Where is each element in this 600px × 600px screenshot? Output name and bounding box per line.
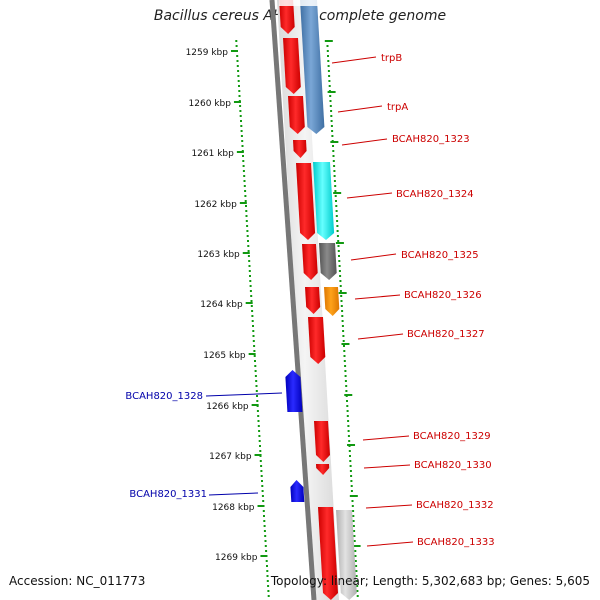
gene-label-leader [362, 435, 410, 441]
genome-backbone [269, 0, 317, 600]
gene-label-leader [357, 333, 404, 340]
scale-tick-label: 1260 kbp [189, 99, 232, 109]
gene-BCAH820_1327-arrow [305, 287, 321, 314]
gene-label-leader [350, 253, 397, 261]
gene-label-leader [337, 105, 383, 113]
gene-label-trpA: trpA [387, 102, 408, 113]
gene-trpA-arrow [283, 38, 301, 94]
scale-tick-label: 1261 kbp [191, 149, 234, 159]
gene-label-BCAH820_1332: BCAH820_1332 [416, 500, 494, 511]
scale-tick-label: 1267 kbp [209, 452, 252, 462]
gene-label-BCAH820_1324: BCAH820_1324 [396, 189, 474, 200]
gene-label-leader [365, 504, 413, 509]
gene-label-leader [346, 192, 393, 199]
feature-orange-block [324, 287, 340, 316]
gene-label-leader [354, 294, 401, 300]
gene-BCAH820_1323-arrow [288, 96, 305, 134]
gene-label-BCAH820_1327: BCAH820_1327 [407, 329, 485, 340]
scale-tick-label: 1259 kbp [186, 48, 229, 58]
feature-light-block [336, 510, 357, 600]
gene-label-leader [341, 138, 388, 146]
gene-BCAH820_1324-arrow [293, 140, 307, 158]
gene-label-BCAH820_1325: BCAH820_1325 [401, 250, 479, 261]
feature-gray-block [319, 243, 337, 280]
gene-label-leader [366, 541, 414, 547]
gene-label-trpB: trpB [381, 53, 402, 64]
scale-tick-label: 1263 kbp [197, 250, 240, 260]
gene-trpB-arrow [279, 0, 295, 34]
scale-tick-label: 1265 kbp [203, 351, 246, 361]
gene-BCAH820_1328-arrow [285, 370, 303, 412]
gene-BCAH820_1332-arrow [318, 507, 338, 600]
scale-tick-label: 1264 kbp [200, 300, 243, 310]
genome-summary: Topology: linear; Length: 5,302,683 bp; … [270, 574, 590, 588]
gene-label-leader [208, 492, 259, 496]
gene-label-leader [363, 464, 411, 469]
feature-cyan-block [313, 162, 335, 240]
feature-steel-block [300, 0, 325, 134]
gene-BCAH820_1325-arrow [296, 163, 316, 240]
accession-label: Accession: NC_011773 [9, 574, 146, 588]
gene-label-BCAH820_1326: BCAH820_1326 [404, 290, 482, 301]
scale-tick-label: 1269 kbp [215, 553, 258, 563]
gene-label-leader [205, 392, 283, 397]
gene-label-leader [331, 56, 377, 64]
gene-label-BCAH820_1328: BCAH820_1328 [125, 391, 203, 402]
gene-BCAH820_1331-arrow [290, 480, 305, 502]
scale-tick-label: 1262 kbp [194, 200, 237, 210]
gene-BCAH820_1329-arrow [314, 421, 330, 462]
gene-label-BCAH820_1329: BCAH820_1329 [413, 431, 491, 442]
gene-label-BCAH820_1330: BCAH820_1330 [414, 460, 492, 471]
gene-label-BCAH820_1323: BCAH820_1323 [392, 134, 470, 145]
gene-label-BCAH820_1331: BCAH820_1331 [129, 489, 207, 500]
gene-label-BCAH820_1333: BCAH820_1333 [417, 537, 495, 548]
scale-tick-label: 1268 kbp [212, 503, 255, 513]
gene-BCAH820_1326-arrow [302, 244, 318, 280]
scale-tick-label: 1266 kbp [206, 402, 249, 412]
gene-BCAH820_1327b-arrow [308, 317, 326, 364]
gene-BCAH820_1330-arrow [316, 464, 330, 475]
